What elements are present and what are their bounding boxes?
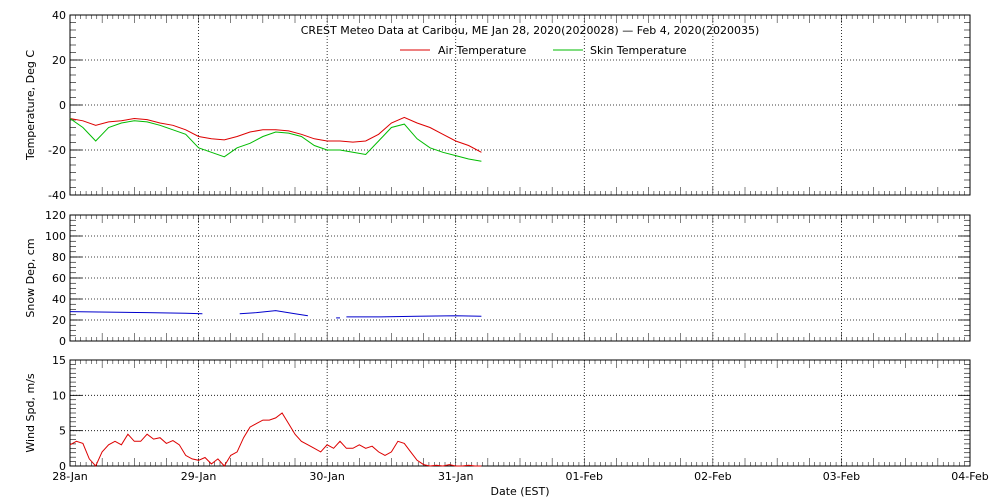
chart-title: CREST Meteo Data at Caribou, ME Jan 28, … — [301, 24, 760, 37]
series-line-0-1-0 — [69, 118, 482, 162]
legend: Air Temperature Skin Temperature — [400, 44, 687, 57]
series-line-1-0-0 — [69, 311, 203, 315]
plot-frame — [69, 14, 971, 196]
y-tick-label: 10 — [52, 389, 66, 402]
y-tick-label: 40 — [52, 293, 66, 306]
legend-air-label: Air Temperature — [438, 44, 527, 57]
x-tick-label: 30-Jan — [309, 470, 345, 483]
x-tick-label: 03-Feb — [823, 470, 860, 483]
y-tick-label: 20 — [52, 54, 66, 67]
y-tick-label: 40 — [52, 9, 66, 22]
y-axis-title-wind: Wind Spd, m/s — [24, 373, 37, 453]
x-tick-label: 01-Feb — [566, 470, 603, 483]
y-tick-label: 60 — [52, 272, 66, 285]
x-tick-label: 04-Feb — [951, 470, 988, 483]
series-line-1-0-1 — [239, 310, 308, 317]
y-tick-label: 100 — [45, 230, 66, 243]
series-line-0-0-0 — [69, 116, 482, 153]
y-tick-label: 0 — [59, 460, 66, 473]
x-tick-label: 28-Jan — [52, 470, 88, 483]
panels: -40 -20 0 20 40 0 20 40 60 80 100 120 0 5 10 15 — [45, 9, 971, 473]
y-axis-title-snow: Snow Dep, cm — [24, 238, 37, 317]
x-tick-label: 31-Jan — [438, 470, 474, 483]
y-tick-label: 0 — [59, 99, 66, 112]
panel-1: 0 20 40 60 80 100 120 — [45, 209, 971, 348]
x-tick-labels: 28-Jan 29-Jan 30-Jan 31-Jan 01-Feb 02-Feb 03-F… — [52, 470, 989, 483]
y-tick-label: -20 — [48, 144, 66, 157]
plot-frame — [69, 359, 971, 467]
legend-skin-label: Skin Temperature — [590, 44, 687, 57]
plot-frame — [69, 214, 971, 342]
y-tick-label: 120 — [45, 209, 66, 222]
y-tick-label: 0 — [59, 335, 66, 348]
panel-2: 0 5 10 15 — [52, 354, 971, 473]
y-tick-label: 15 — [52, 354, 66, 367]
y-axis-title-temperature: Temperature, Deg C — [24, 50, 37, 161]
y-tick-label: 20 — [52, 314, 66, 327]
series-line-1-0-3 — [346, 315, 482, 318]
x-tick-label: 29-Jan — [181, 470, 217, 483]
x-tick-label: 02-Feb — [694, 470, 731, 483]
series-line-2-0-0 — [69, 412, 482, 467]
y-tick-label: -40 — [48, 189, 66, 202]
panel-0: -40 -20 0 20 40 — [48, 9, 971, 202]
y-tick-label: 80 — [52, 251, 66, 264]
y-tick-label: 5 — [59, 425, 66, 438]
x-axis-title: Date (EST) — [490, 485, 549, 498]
